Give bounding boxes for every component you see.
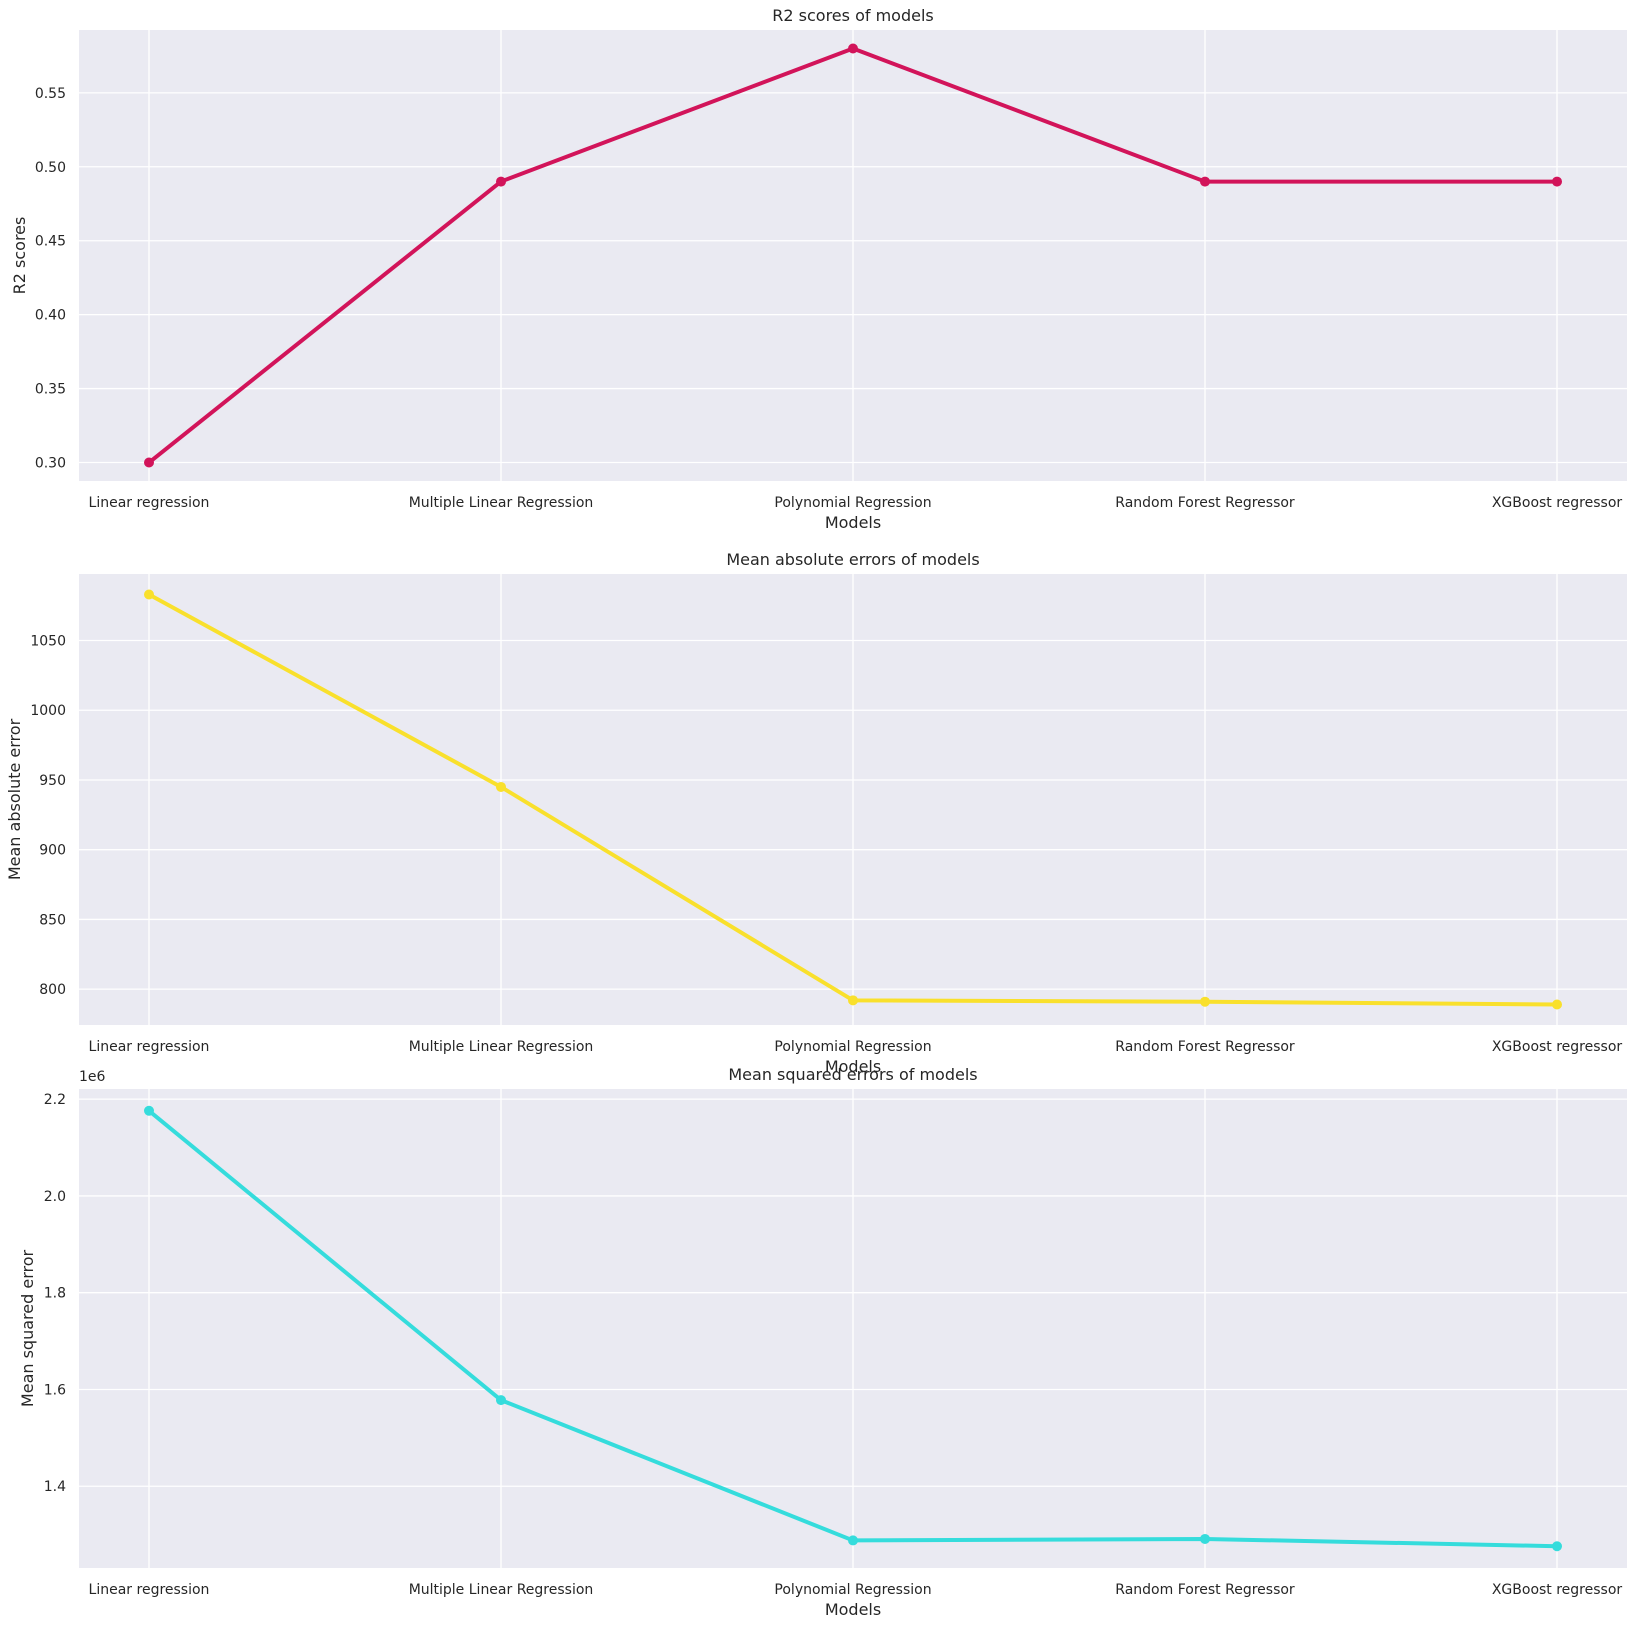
x-tick-label: Random Forest Regressor [1115, 1039, 1295, 1055]
x-tick-label: Random Forest Regressor [1115, 1582, 1295, 1598]
x-tick-label: Polynomial Regression [774, 1039, 931, 1055]
y-tick-label: 0.30 [35, 456, 66, 472]
x-tick-label: Linear regression [89, 1582, 210, 1598]
chart-panel-3: 1.4 1.6 1.8 2.0 2.2 Linear regression Multiple… [18, 1065, 1627, 1619]
data-point [496, 176, 506, 187]
y-tick-label: 1.4 [44, 1479, 66, 1495]
y-tick-label: 1000 [30, 703, 66, 719]
x-axis-label: Models [825, 513, 881, 532]
chart-title: Mean absolute errors of models [726, 550, 979, 569]
data-point [848, 1535, 858, 1546]
y-tick-label: 1.6 [44, 1382, 66, 1398]
y-tick-label: 2.2 [44, 1092, 66, 1108]
data-point [1200, 1533, 1210, 1544]
y-tick-label: 950 [39, 773, 66, 789]
chart-title: R2 scores of models [772, 6, 933, 25]
x-tick-label: Linear regression [89, 495, 210, 511]
y-tick-label: 800 [39, 982, 66, 998]
x-tick-label: Multiple Linear Regression [409, 495, 594, 511]
y-tick-label: 900 [39, 843, 66, 859]
data-point [144, 589, 154, 600]
y-tick-label: 1050 [30, 634, 66, 650]
y-offset-label: 1e6 [79, 1069, 106, 1085]
y-tick-label: 0.50 [35, 160, 66, 176]
data-point [144, 457, 154, 468]
x-tick-label: Linear regression [89, 1039, 210, 1055]
data-point [496, 781, 506, 792]
x-tick-label: Random Forest Regressor [1115, 495, 1295, 511]
data-point [1552, 176, 1562, 187]
chart-panel-2: 800 850 900 950 1000 1050 Linear regression Mul… [5, 550, 1627, 1076]
x-tick-label: XGBoost regressor [1492, 1582, 1623, 1598]
y-axis-label: Mean squared error [18, 1250, 37, 1408]
x-tick-label: Polynomial Regression [774, 495, 931, 511]
y-tick-label: 0.35 [35, 382, 66, 398]
data-point [848, 995, 858, 1006]
chart-title: Mean squared errors of models [728, 1065, 977, 1084]
x-axis-label: Models [825, 1057, 881, 1076]
x-tick-label: XGBoost regressor [1492, 495, 1623, 511]
x-tick-label: Polynomial Regression [774, 1582, 931, 1598]
chart-panel-1: 0.30 0.35 0.40 0.45 0.50 0.55 Linear regressio… [10, 6, 1627, 532]
data-point [1552, 999, 1562, 1010]
y-tick-label: 0.45 [35, 234, 66, 250]
data-point [1200, 176, 1210, 187]
y-axis-label: R2 scores [10, 217, 29, 295]
data-point [496, 1395, 506, 1406]
data-point [848, 43, 858, 54]
data-point [1200, 996, 1210, 1007]
y-tick-label: 2.0 [44, 1189, 66, 1205]
y-tick-label: 850 [39, 912, 66, 928]
y-axis-label: Mean absolute error [5, 718, 24, 880]
data-point [1552, 1541, 1562, 1552]
y-tick-label: 0.40 [35, 308, 66, 324]
x-tick-label: Multiple Linear Regression [409, 1582, 594, 1598]
data-point [144, 1105, 154, 1116]
x-tick-label: Multiple Linear Regression [409, 1039, 594, 1055]
x-axis-label: Models [825, 1600, 881, 1619]
y-tick-label: 1.8 [44, 1286, 66, 1302]
y-tick-label: 0.55 [35, 86, 66, 102]
x-tick-label: XGBoost regressor [1492, 1039, 1623, 1055]
